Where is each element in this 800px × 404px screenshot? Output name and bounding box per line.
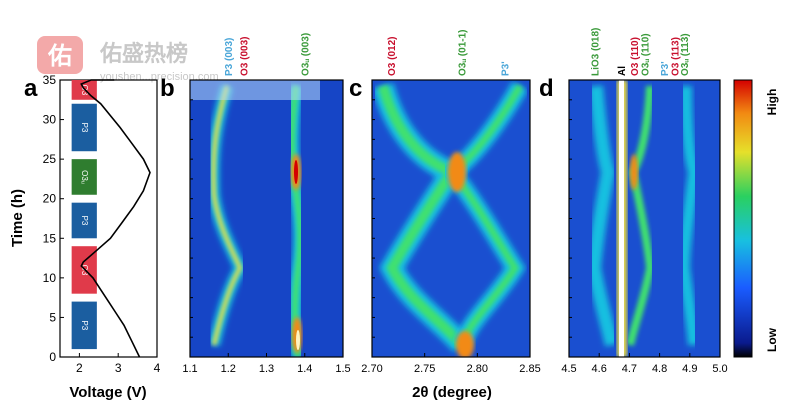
panel-b-x-tick-label-0: 1.1 — [182, 363, 197, 375]
colorbar-low-label: Low — [765, 327, 779, 352]
panel-letter-d: d — [539, 75, 554, 102]
panel-letter-a: a — [24, 75, 38, 102]
panel-d-x-tick-label-0: 4.5 — [561, 363, 576, 375]
watermark-logo-box — [37, 36, 83, 74]
shared-xlabel: 2θ (degree) — [412, 384, 492, 401]
panel-d-peak-label-6: O3ᵤ (113) — [680, 33, 691, 76]
panel-d-peak-label-3: O3ᵤ (110) — [641, 33, 652, 76]
watermark-name: 佑盛热榜 — [99, 41, 188, 66]
y-tick-label-5: 25 — [43, 152, 57, 166]
panel-c-intensity — [372, 81, 528, 357]
x-tick-label-0: 2 — [76, 361, 83, 375]
panel-c-peak-label-2: P3' — [501, 61, 512, 76]
watermark-logo-char: 佑 — [47, 42, 72, 70]
panel-b-peak-label-0: P3 (003) — [224, 38, 235, 76]
y-tick-label-0: 0 — [49, 350, 56, 364]
panel-b-x-tick-label-1: 1.2 — [221, 363, 236, 375]
panel-d-intensity — [586, 80, 701, 357]
panel-a-ylabel: Time (h) — [9, 189, 26, 247]
panel-d-x-tick-label-2: 4.7 — [622, 363, 637, 375]
heatmap-axes: 1.1 1.2 1.3 1.4 1.5 2.70 2.75 2.80 2.85 4.5 4.6 4.7… — [182, 79, 728, 375]
panel-b-x-tick-label-4: 1.5 — [335, 363, 350, 375]
panel-d-peak-label-0: LiO3 (018) — [591, 28, 602, 76]
panel-c-peak-label-0: O3 (012) — [387, 37, 398, 76]
colorbar: High Low — [733, 79, 779, 358]
colorbar-high-label: High — [765, 89, 779, 116]
voltage-curve — [80, 79, 151, 358]
panel-d-peak-label-2: O3 (110) — [630, 37, 641, 76]
panel-d-peak-label-1: Al — [617, 66, 628, 76]
panel-c-x-tick-label-2: 2.80 — [467, 363, 488, 375]
watermark: 佑 佑盛热榜 youshen...precision.com — [37, 36, 219, 83]
panel-b-peak-label-1: O3 (003) — [240, 37, 251, 76]
y-tick-label-3: 15 — [43, 231, 57, 245]
y-tick-label-4: 20 — [43, 192, 57, 206]
panel-d-peak-label-5: O3 (113) — [671, 37, 682, 76]
phase-band-label-0: P3 — [80, 320, 89, 330]
y-tick-label-2: 10 — [43, 271, 57, 285]
panel-b-peak-label-2: O3ᵤ (003) — [301, 33, 312, 76]
colorbar-gradient — [733, 79, 753, 358]
panel-letter-b: b — [160, 75, 175, 102]
panel-c-peak-label-1: O3ᵤ (01-1) — [458, 30, 469, 76]
panel-letter-c: c — [349, 75, 362, 102]
x-tick-label-2: 4 — [154, 361, 161, 375]
y-tick-label-1: 5 — [49, 310, 56, 324]
phase-band-0 — [71, 301, 97, 350]
panel-a-axes: 0 5 10 15 20 25 30 35 2 3 4 — [43, 73, 161, 375]
panel-d-x-tick-label-1: 4.6 — [592, 363, 607, 375]
phase-band-3 — [71, 159, 97, 195]
panel-d-x-tick-label-4: 4.9 — [682, 363, 697, 375]
panel-b — [189, 79, 344, 358]
phase-band-label-3: O3ᵤ — [80, 170, 89, 184]
x-tick-label-1: 3 — [115, 361, 122, 375]
panel-d-x-tick-label-3: 4.8 — [652, 363, 667, 375]
panel-b-intensity — [190, 80, 343, 357]
panel-c-x-tick-label-0: 2.70 — [361, 363, 382, 375]
panel-c-x-tick-label-3: 2.85 — [519, 363, 540, 375]
panel-c — [371, 79, 531, 358]
y-tick-label-6: 30 — [43, 113, 57, 127]
panel-d-x-tick-label-5: 5.0 — [712, 363, 727, 375]
phase-band-label-2: P3 — [80, 216, 89, 226]
panel-b-x-tick-label-2: 1.3 — [259, 363, 274, 375]
phase-band-label-4: P3 — [80, 123, 89, 133]
peak-labels: P3 (003) O3 (003) O3ᵤ (003) O3 (012) O3ᵤ (01… — [224, 28, 691, 76]
phase-band-4 — [71, 103, 97, 152]
phase-band-2 — [71, 202, 97, 239]
panel-a-xlabel: Voltage (V) — [69, 384, 146, 401]
y-tick-label-7: 35 — [43, 73, 57, 87]
panel-d-peak-label-4: P3' — [660, 61, 671, 76]
panel-d — [568, 79, 721, 358]
panel-c-x-tick-label-1: 2.75 — [414, 363, 435, 375]
panel-b-x-tick-label-3: 1.4 — [297, 363, 312, 375]
